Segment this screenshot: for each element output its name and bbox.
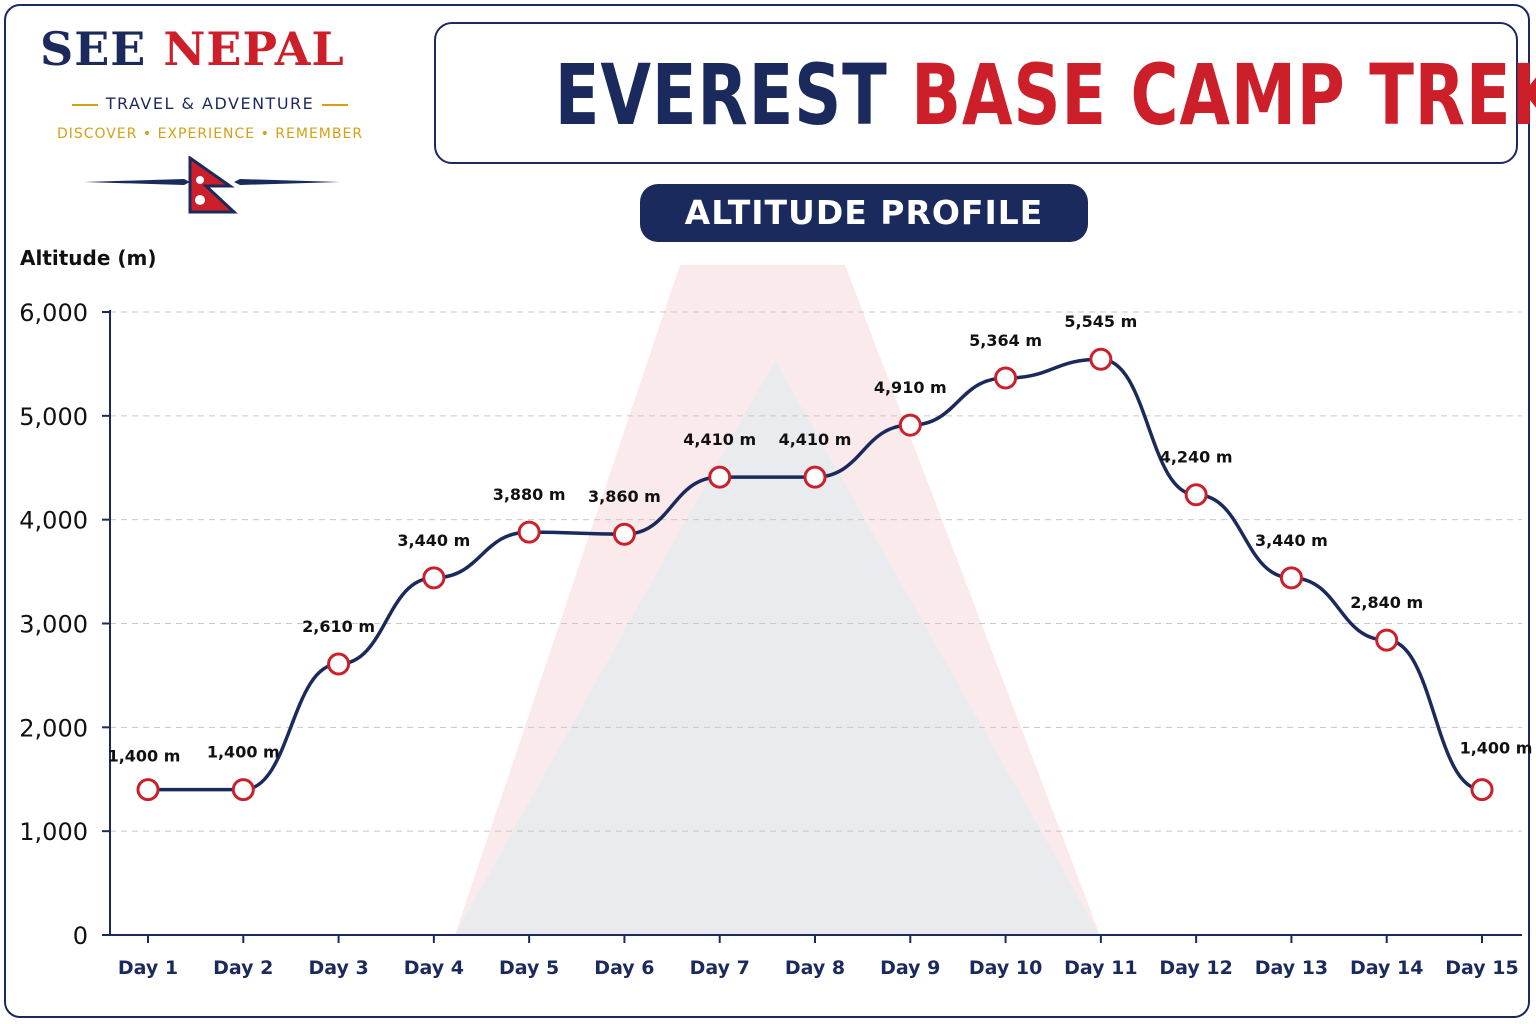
y-tick-label: 2,000: [19, 714, 88, 742]
data-label: 4,410 m: [779, 430, 852, 449]
y-tick-label: 1,000: [19, 818, 88, 846]
data-label: 4,410 m: [683, 430, 756, 449]
brand-see: SEE: [40, 22, 147, 76]
page-title: EVEREST BASE CAMP TREK: [554, 46, 1536, 144]
x-tick-label: Day 13: [1255, 957, 1328, 979]
data-point: [1375, 628, 1399, 652]
x-tick-label: Day 6: [594, 957, 654, 979]
data-label: 2,610 m: [302, 617, 375, 636]
data-point: [327, 652, 351, 676]
brand-tagline: TRAVEL & ADVENTURE: [30, 94, 390, 113]
x-tick-label: Day 9: [880, 957, 940, 979]
y-tick-label: 3,000: [19, 611, 88, 639]
data-point: [231, 778, 255, 802]
data-point: [136, 778, 160, 802]
x-tick-label: Day 5: [499, 957, 559, 979]
data-point: [517, 520, 541, 544]
data-label: 5,545 m: [1064, 312, 1137, 331]
x-tick-label: Day 4: [404, 957, 464, 979]
nepal-flag-icon: [188, 155, 238, 214]
x-tick-label: Day 2: [213, 957, 273, 979]
x-tick-label: Day 14: [1350, 957, 1423, 979]
data-label: 1,400 m: [1460, 739, 1533, 758]
data-label: 3,880 m: [493, 485, 566, 504]
y-axis-label: Altitude (m): [20, 246, 157, 270]
data-point: [708, 465, 732, 489]
data-point: [612, 522, 636, 546]
x-tick-label: Day 10: [969, 957, 1042, 979]
x-tick-label: Day 8: [785, 957, 845, 979]
data-label: 5,364 m: [969, 331, 1042, 350]
data-point: [1089, 347, 1113, 371]
data-point: [1470, 778, 1494, 802]
data-point: [803, 465, 827, 489]
y-tick-label: 0: [73, 922, 88, 950]
subtitle-badge: ALTITUDE PROFILE: [640, 184, 1088, 242]
data-label: 2,840 m: [1350, 593, 1423, 612]
data-label: 4,910 m: [874, 378, 947, 397]
data-point: [422, 566, 446, 590]
y-tick-label: 4,000: [19, 507, 88, 535]
data-label: 3,860 m: [588, 487, 661, 506]
data-label: 4,240 m: [1160, 448, 1233, 467]
x-tick-label: Day 3: [308, 957, 368, 979]
data-label: 1,400 m: [108, 747, 181, 766]
data-point: [994, 366, 1018, 390]
outer-frame: [4, 4, 1530, 1018]
title-part-base-camp-trek: BASE CAMP TREK: [911, 46, 1536, 144]
y-tick-label: 6,000: [19, 299, 88, 327]
brand-name: SEE NEPAL: [40, 22, 345, 76]
nepal-flag-emblem: [84, 155, 340, 216]
data-label: 1,400 m: [207, 743, 280, 762]
x-tick-label: Day 11: [1064, 957, 1137, 979]
y-tick-label: 5,000: [19, 403, 88, 431]
data-point: [898, 413, 922, 437]
data-point: [1279, 566, 1303, 590]
data-label: 3,440 m: [1255, 531, 1328, 550]
title-part-everest: EVEREST: [554, 46, 888, 144]
brand-motto: DISCOVER • EXPERIENCE • REMEMBER: [56, 126, 364, 142]
title-box: EVEREST BASE CAMP TREK: [434, 22, 1536, 164]
brand-nepal: NEPAL: [163, 22, 345, 76]
x-tick-label: Day 1: [118, 957, 178, 979]
x-tick-label: Day 7: [690, 957, 750, 979]
x-tick-label: Day 12: [1159, 957, 1232, 979]
watermark-mountain: [455, 265, 1100, 935]
brand-logo: SEE NEPAL TRAVEL & ADVENTURE DISCOVER • …: [30, 22, 390, 222]
data-label: 3,440 m: [397, 531, 470, 550]
data-point: [1184, 483, 1208, 507]
x-tick-label: Day 15: [1445, 957, 1518, 979]
